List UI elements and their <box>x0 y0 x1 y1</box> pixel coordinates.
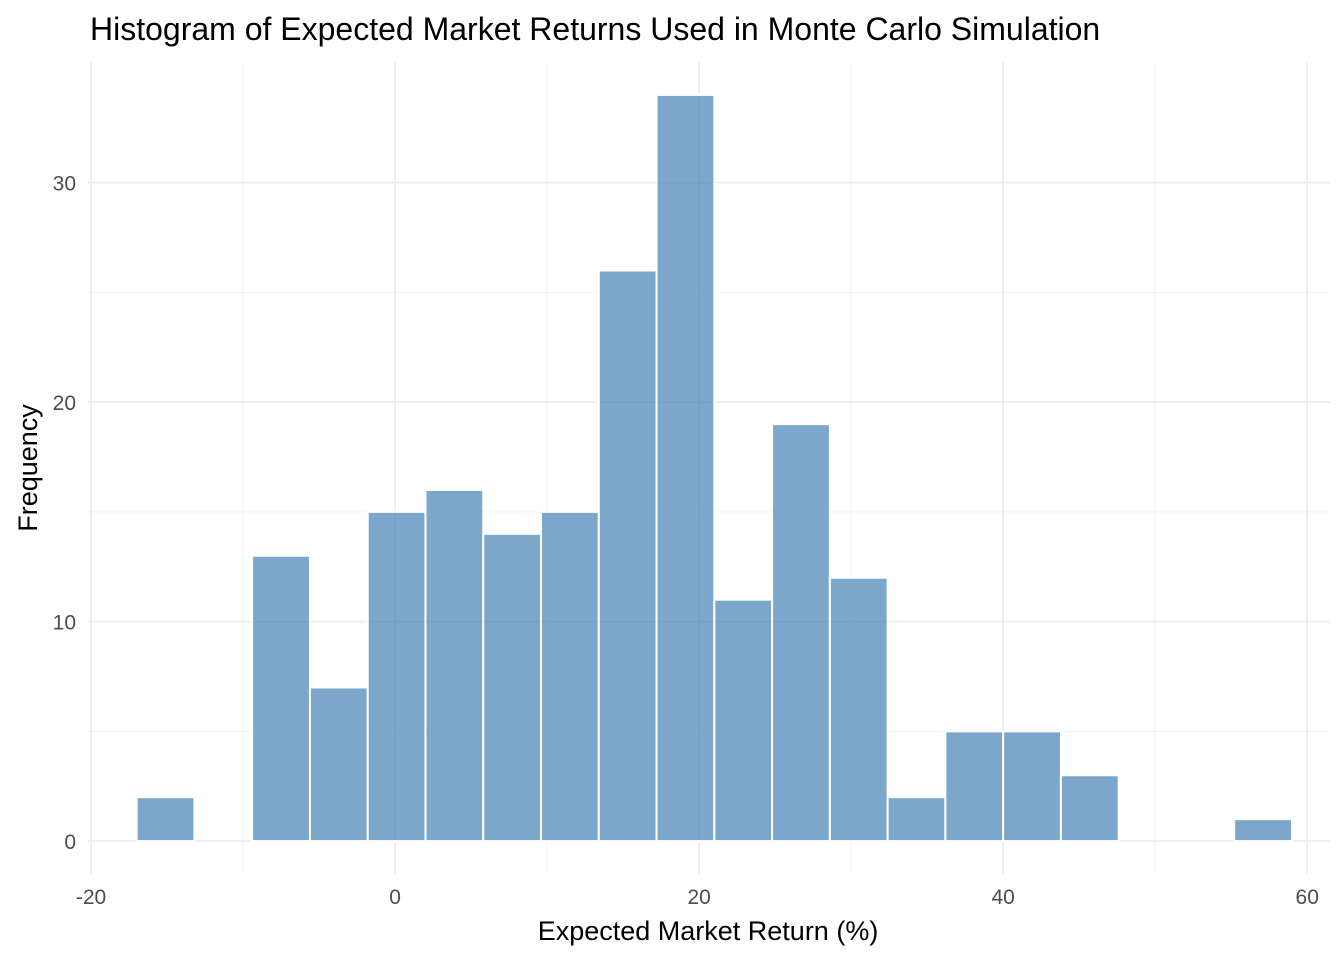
histogram-bar <box>310 687 368 841</box>
histogram-bar <box>599 270 657 841</box>
histogram-bar <box>888 797 946 841</box>
histogram-bars <box>137 95 1292 841</box>
histogram-bar <box>541 512 599 841</box>
x-axis-title: Expected Market Return (%) <box>538 916 879 946</box>
histogram-bar <box>830 578 888 841</box>
y-tick-label: 20 <box>53 392 76 415</box>
x-tick-label: 20 <box>687 886 710 909</box>
y-axis-title: Frequency <box>13 404 43 532</box>
x-tick-label: 40 <box>991 886 1014 909</box>
y-tick-label: 10 <box>53 612 76 635</box>
histogram-bar <box>252 556 310 841</box>
y-axis-ticks: 0 10 20 30 <box>53 173 76 854</box>
histogram-bar <box>772 424 830 841</box>
x-tick-label: 60 <box>1296 886 1319 909</box>
histogram-bar <box>1003 731 1061 841</box>
y-tick-label: 30 <box>53 173 76 196</box>
histogram-bar <box>714 600 772 841</box>
histogram-bar <box>1234 819 1292 841</box>
histogram-bar <box>483 534 541 841</box>
x-axis-ticks: -20 0 20 40 60 <box>76 886 1319 909</box>
chart-title: Histogram of Expected Market Returns Use… <box>90 11 1100 47</box>
x-tick-label: 0 <box>389 886 401 909</box>
histogram-bar <box>368 512 426 841</box>
histogram-bar <box>1061 775 1119 841</box>
histogram-bar <box>945 731 1003 841</box>
histogram-bar <box>137 797 195 841</box>
histogram-bar <box>657 95 715 841</box>
y-tick-label: 0 <box>64 831 76 854</box>
x-tick-label: -20 <box>76 886 106 909</box>
histogram-bar <box>425 490 483 841</box>
